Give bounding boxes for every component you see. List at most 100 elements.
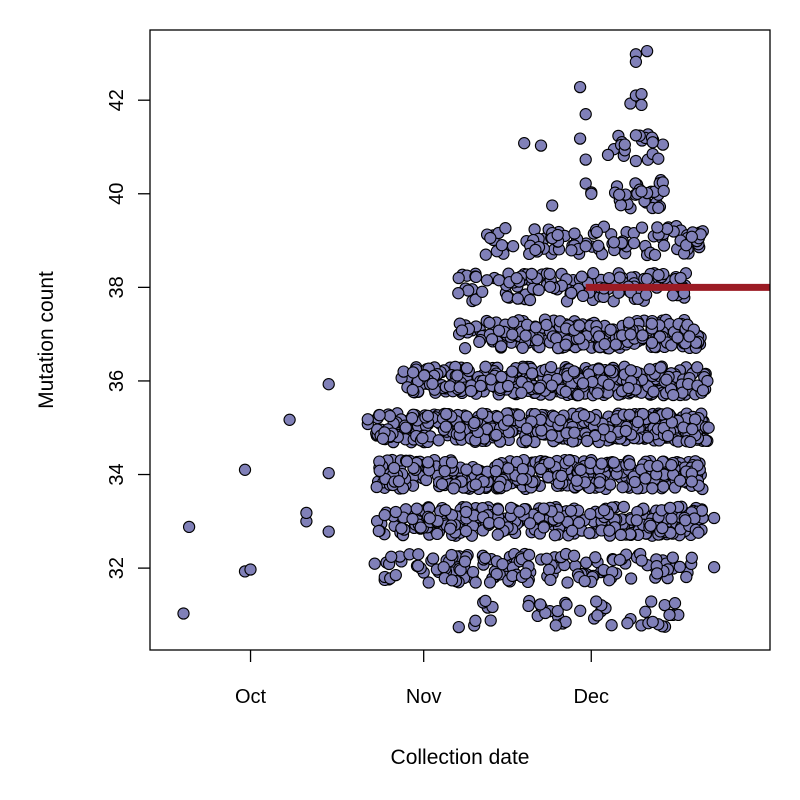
data-point	[546, 199, 559, 212]
data-point	[469, 478, 482, 491]
data-point	[533, 381, 546, 395]
data-point	[531, 334, 544, 347]
data-point	[406, 366, 420, 379]
data-point	[520, 422, 534, 435]
data-point	[660, 373, 673, 386]
data-point	[458, 555, 472, 568]
data-point	[389, 568, 402, 582]
data-point	[654, 361, 667, 374]
data-point	[469, 270, 483, 284]
data-points	[177, 44, 721, 634]
data-point	[506, 240, 520, 253]
data-point	[452, 271, 465, 285]
data-point	[560, 598, 573, 611]
data-point	[459, 524, 473, 538]
data-point	[555, 469, 568, 483]
data-point	[361, 413, 374, 426]
data-point	[575, 270, 588, 283]
data-point	[603, 524, 616, 537]
data-point	[652, 268, 665, 282]
data-point	[418, 369, 431, 382]
data-point	[603, 364, 617, 377]
y-tick-label: 40	[106, 183, 128, 205]
data-point	[619, 424, 632, 438]
data-point	[423, 512, 436, 525]
data-point	[685, 475, 698, 488]
data-point	[473, 335, 486, 349]
plot-frame	[149, 29, 771, 651]
data-point	[574, 604, 587, 617]
data-point	[614, 199, 628, 212]
y-axis: 32 34 36 38 40 42	[106, 89, 150, 579]
data-point	[628, 475, 641, 489]
data-point	[685, 551, 698, 564]
data-point	[523, 293, 537, 307]
x-tick-label: Nov	[406, 686, 442, 708]
data-point	[614, 528, 627, 542]
data-point	[511, 292, 524, 305]
data-point	[447, 482, 460, 495]
data-point	[661, 429, 675, 443]
data-point	[478, 551, 492, 565]
data-point	[385, 550, 398, 563]
data-point	[559, 385, 572, 398]
data-point	[656, 521, 669, 535]
data-point	[444, 522, 457, 535]
data-point	[516, 341, 529, 354]
data-point	[598, 338, 611, 351]
data-point	[572, 388, 585, 402]
data-point	[494, 340, 508, 353]
data-point	[479, 248, 492, 261]
y-tick-label: 36	[106, 370, 128, 392]
data-point	[322, 466, 335, 480]
data-point	[635, 87, 648, 101]
data-point	[673, 474, 687, 487]
data-point	[529, 321, 543, 334]
data-point	[604, 323, 617, 336]
data-point	[510, 272, 523, 285]
data-point	[663, 608, 676, 622]
data-point	[406, 383, 419, 397]
data-point	[439, 503, 452, 517]
data-point	[479, 360, 492, 373]
y-tick-label: 38	[106, 276, 128, 298]
y-tick-label: 34	[106, 463, 128, 485]
data-point	[283, 413, 296, 426]
data-point	[445, 456, 459, 469]
data-point	[392, 475, 406, 488]
data-point	[683, 330, 696, 343]
data-point	[561, 576, 574, 589]
data-point	[680, 239, 693, 252]
data-point	[476, 407, 489, 420]
data-point	[322, 525, 335, 538]
data-point	[512, 409, 526, 422]
data-point	[468, 416, 481, 430]
data-point	[376, 432, 390, 445]
data-point	[383, 409, 397, 423]
data-point	[652, 201, 665, 214]
data-point	[578, 574, 591, 588]
data-point	[696, 384, 710, 397]
data-point	[490, 567, 503, 581]
data-point	[432, 434, 445, 447]
data-point	[453, 421, 466, 434]
data-point	[665, 512, 678, 525]
data-point	[414, 521, 427, 534]
data-point	[635, 98, 648, 112]
data-point	[534, 139, 548, 152]
data-point	[535, 424, 548, 437]
data-point	[574, 463, 587, 477]
data-point	[666, 289, 680, 302]
data-point	[603, 574, 616, 587]
data-point	[592, 363, 605, 376]
data-point	[583, 526, 596, 540]
data-point	[438, 465, 451, 478]
data-point	[605, 619, 618, 632]
data-point	[532, 283, 545, 297]
data-point	[607, 456, 620, 469]
data-point	[572, 516, 586, 529]
data-point	[622, 381, 635, 395]
data-point	[665, 458, 678, 472]
data-point	[643, 363, 656, 376]
data-point	[534, 462, 547, 476]
